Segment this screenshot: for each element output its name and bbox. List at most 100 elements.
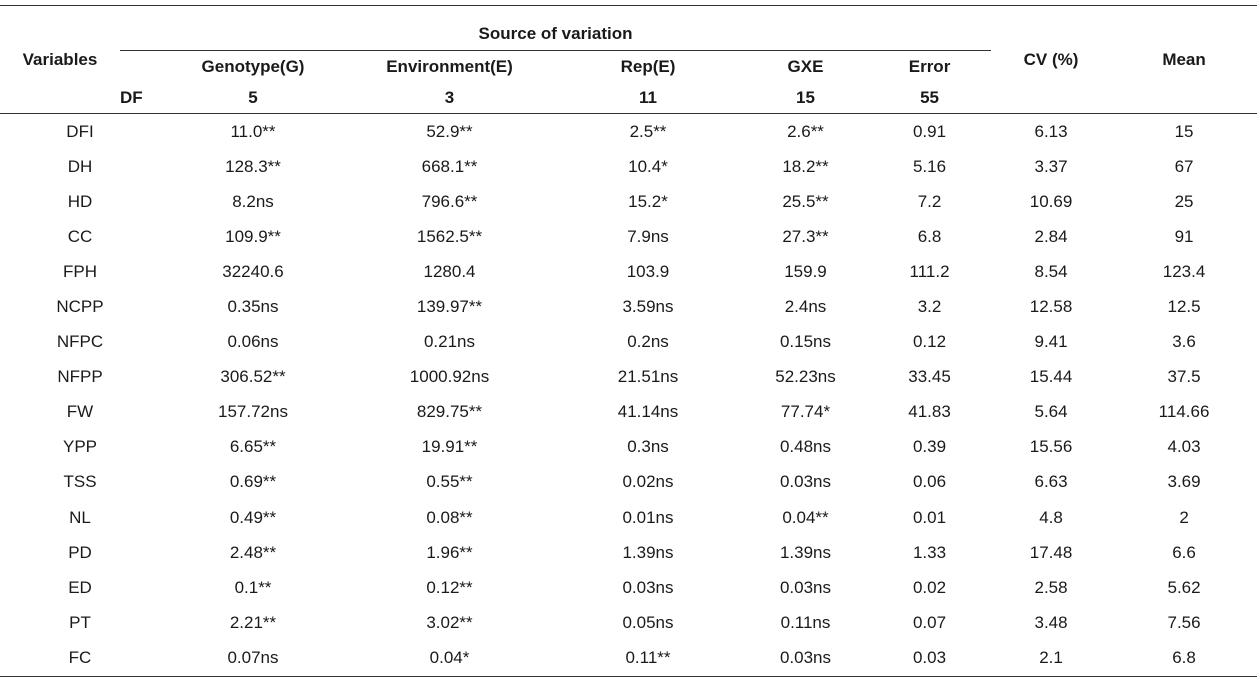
rep-value: 0.2ns: [627, 332, 669, 352]
cv-value: 3.48: [1034, 612, 1068, 632]
anova-table: Variables Source of variation CV (%) Mea…: [0, 5, 1257, 677]
gxe-value: 159.9: [784, 261, 827, 281]
variable-name: NL: [69, 507, 91, 527]
variable-name: PD: [68, 542, 92, 562]
table-row: NL 0.49** 0.08** 0.01ns 0.04** 0.01 4.8 2: [0, 500, 1257, 535]
cv-value: 8.54: [1034, 261, 1068, 281]
error-value: 111.2: [909, 261, 950, 281]
variable-name: TSS: [63, 472, 97, 492]
error-value: 0.02: [912, 577, 947, 597]
gxe-value: 27.3**: [782, 226, 829, 246]
environment-value: 796.6**: [421, 191, 478, 211]
environment-value: 52.9**: [426, 121, 473, 141]
mean-value: 123.4: [1162, 261, 1206, 281]
mean-value: 6.8: [1111, 640, 1257, 677]
error-value: 6.8: [917, 226, 942, 246]
cv-value: 3.37: [1034, 156, 1068, 176]
table-row: CC 109.9** 1562.5** 7.9ns 27.3** 6.8 2.84 91: [0, 219, 1257, 254]
mean-value: 37.5: [1167, 367, 1201, 387]
cv-value: 2.58: [1034, 577, 1068, 597]
gxe-value: 0.03ns: [743, 640, 868, 677]
variable-name: FC: [0, 640, 160, 677]
variable-name: ED: [68, 577, 92, 597]
error-value: 0.91: [912, 121, 947, 141]
environment-value: 829.75**: [416, 402, 483, 422]
error-value: 0.39: [912, 437, 947, 457]
variable-name: FW: [66, 402, 94, 422]
table-row: PD 2.48** 1.96** 1.39ns 1.39ns 1.33 17.48 6.6: [0, 535, 1257, 570]
table-row: NCPP 0.35ns 139.97** 3.59ns 2.4ns 3.2 12.58 12.…: [0, 289, 1257, 324]
cv-value: 6.13: [1034, 121, 1068, 141]
cv-header: CV (%): [991, 5, 1112, 114]
error-value: 41.83: [908, 402, 951, 422]
table-row: FW 157.72ns 829.75** 41.14ns 77.74* 41.83 5.64…: [0, 395, 1257, 430]
genotype-value: 32240.6: [222, 261, 284, 281]
variables-header: Variables: [0, 5, 120, 114]
gxe-value: 52.23ns: [775, 367, 836, 387]
gxe-value: 77.74*: [780, 402, 831, 422]
environment-value: 668.1**: [421, 156, 478, 176]
genotype-value: 306.52**: [220, 367, 286, 387]
rep-value: 3.59ns: [622, 297, 674, 317]
df-label: DF: [120, 83, 160, 114]
gxe-value: 0.03ns: [779, 472, 832, 492]
cv-value: 5.64: [1034, 402, 1068, 422]
cv-value: 17.48: [1029, 542, 1073, 562]
rep-value: 7.9ns: [627, 226, 669, 246]
rep-value: 0.05ns: [622, 612, 674, 632]
genotype-value: 8.2ns: [232, 191, 274, 211]
mean-value: 7.56: [1167, 612, 1201, 632]
cv-value: 4.8: [1039, 507, 1063, 527]
table-row: FPH 32240.6 1280.4 103.9 159.9 111.2 8.54 123.4: [0, 254, 1257, 289]
mean-value: 91: [1174, 226, 1194, 246]
variable-name: DFI: [66, 121, 94, 141]
rep-value: 0.11**: [553, 640, 743, 677]
mean-value: 12.5: [1167, 297, 1201, 317]
error-value: 1.33: [912, 542, 947, 562]
col-header-rep: Rep(E): [553, 50, 743, 83]
rep-value: 103.9: [626, 261, 670, 281]
table-row: DFI 11.0** 52.9** 2.5** 2.6** 0.91 6.13 15: [0, 114, 1257, 150]
variable-name: NCPP: [56, 297, 104, 317]
environment-value: 0.08**: [426, 507, 473, 527]
gxe-value: 2.4ns: [784, 297, 827, 317]
gxe-value: 1.39ns: [779, 542, 832, 562]
table-body: DFI 11.0** 52.9** 2.5** 2.6** 0.91 6.13 15 DH 128…: [0, 114, 1257, 677]
col-header-error: Error: [868, 50, 992, 83]
table-row: PT 2.21** 3.02** 0.05ns 0.11ns 0.07 3.48 7.56: [0, 605, 1257, 640]
genotype-value: 0.49**: [229, 507, 277, 527]
genotype-value: 2.48**: [229, 542, 277, 562]
table-row: DH 128.3** 668.1** 10.4* 18.2** 5.16 3.37 67: [0, 149, 1257, 184]
variable-name: YPP: [62, 437, 98, 457]
genotype-value: 109.9**: [225, 226, 281, 246]
df-error: 55: [868, 83, 992, 114]
variable-name: HD: [67, 191, 93, 211]
col-header-genotype: Genotype(G): [160, 50, 346, 83]
gxe-value: 0.11ns: [780, 612, 831, 632]
error-value: 33.45: [908, 367, 951, 387]
error-value: 0.12: [912, 332, 947, 352]
rep-value: 0.01ns: [622, 507, 674, 527]
genotype-value: 0.69**: [229, 472, 277, 492]
table-row: ED 0.1** 0.12** 0.03ns 0.03ns 0.02 2.58 5.62: [0, 570, 1257, 605]
table-row: NFPC 0.06ns 0.21ns 0.2ns 0.15ns 0.12 9.41 3.6: [0, 325, 1257, 360]
rep-value: 21.51ns: [617, 367, 679, 387]
environment-value: 1000.92ns: [409, 367, 490, 387]
col-header-environment: Environment(E): [346, 50, 553, 83]
cv-value: 9.41: [1034, 332, 1068, 352]
rep-value: 0.03ns: [622, 577, 674, 597]
cv-value: 10.69: [1029, 191, 1073, 211]
cv-value: 12.58: [1029, 297, 1073, 317]
mean-value: 2: [1179, 507, 1189, 527]
source-of-variation-header: Source of variation: [120, 5, 992, 51]
rep-value: 0.02ns: [622, 472, 674, 492]
mean-value: 67: [1174, 156, 1194, 176]
mean-value: 4.03: [1167, 437, 1201, 457]
genotype-value: 11.0**: [230, 121, 276, 141]
variable-name: PT: [69, 612, 91, 632]
cv-value: 2.84: [1034, 226, 1068, 246]
rep-value: 1.39ns: [622, 542, 674, 562]
error-value: 0.06: [912, 472, 947, 492]
rep-value: 2.5**: [629, 121, 667, 141]
environment-value: 0.21ns: [423, 332, 476, 352]
